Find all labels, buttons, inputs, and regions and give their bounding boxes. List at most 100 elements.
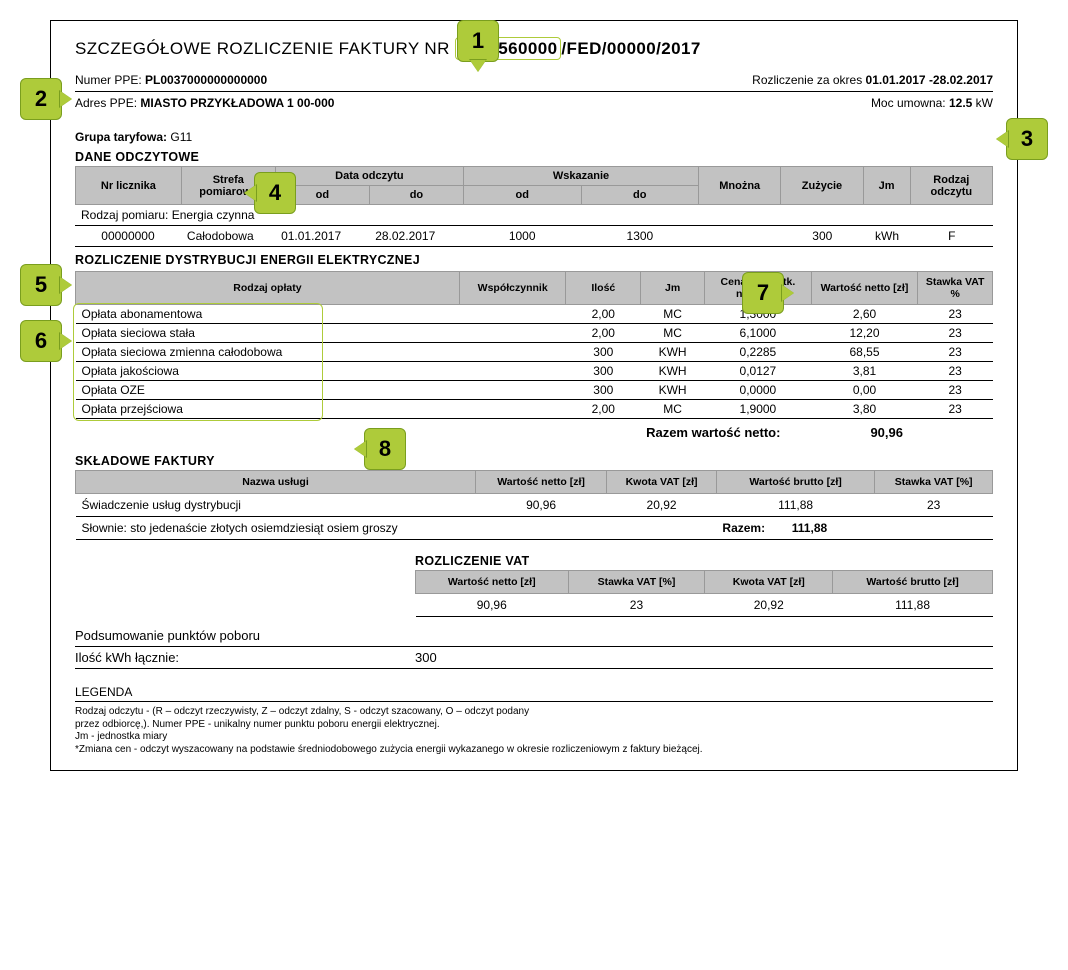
fcell-wart: 3,81 [811, 362, 918, 381]
ppe-value: PL0037000000000000 [145, 73, 267, 87]
skladowe-table: Nazwa usługi Wartość netto [zł] Kwota VA… [75, 470, 993, 540]
fcell-jm: MC [641, 305, 705, 324]
callout-3: 3 [1006, 118, 1048, 160]
title-prefix: SZCZEGÓŁOWE ROZLICZENIE FAKTURY NR [75, 39, 455, 58]
fcell-wart: 3,80 [811, 400, 918, 419]
scell-brutto: 111,88 [716, 494, 874, 517]
fcell-ilosc: 300 [566, 362, 641, 381]
cell-strefa: Całodobowa [181, 226, 275, 247]
skladowe-title: SKŁADOWE FAKTURY [75, 454, 993, 468]
ppe-period-row: Numer PPE: PL0037000000000000 Rozliczeni… [75, 73, 993, 87]
callout-6: 6 [20, 320, 62, 362]
fcell-wsp [459, 305, 566, 324]
callout-4: 4 [254, 172, 296, 214]
vcell-netto: 90,96 [416, 594, 569, 617]
vth-kwota: Kwota VAT [zł] [705, 571, 833, 594]
cell-jm: kWh [863, 226, 910, 247]
th-nr: Nr licznika [76, 167, 182, 205]
fcell-wart: 12,20 [811, 324, 918, 343]
rodzaj-pomiaru-line: Rodzaj pomiaru: Energia czynna [75, 205, 993, 226]
vcell-brutto: 111,88 [833, 594, 993, 617]
fcell-wart: 68,55 [811, 343, 918, 362]
moc-label: Moc umowna: [871, 96, 949, 110]
moc-unit: kW [972, 96, 993, 110]
fees-row: Opłata sieciowa zmienna całodobowa 300KWH… [76, 343, 993, 362]
legenda-l1: Rodzaj odczytu - (R – odczyt rzeczywisty… [75, 706, 993, 719]
vat-table: Wartość netto [zł] Stawka VAT [%] Kwota … [415, 570, 993, 617]
slownie-label: Słownie: [82, 521, 131, 535]
vth-stawka: Stawka VAT [%] [568, 571, 705, 594]
fees-row: Opłata jakościowa300KWH0,01273,8123 [76, 362, 993, 381]
sth-netto: Wartość netto [zł] [476, 471, 607, 494]
th-wsk-od: od [463, 186, 581, 205]
fth-wart: Wartość netto [zł] [811, 272, 918, 305]
fcell-cena: 1,9000 [705, 400, 812, 419]
grupa-label: Grupa taryfowa: [75, 130, 170, 144]
slownie-value: sto jedenaście złotych osiemdziesiąt osi… [130, 521, 397, 535]
vat-title: ROZLICZENIE VAT [415, 554, 993, 568]
podsumowanie-row: Ilość kWh łącznie: 300 [75, 647, 993, 669]
fcell-nazwa: Opłata abonamentowa [76, 305, 460, 324]
fcell-ilosc: 300 [566, 381, 641, 400]
fcell-wart: 0,00 [811, 381, 918, 400]
sum-label: Razem wartość netto: [646, 425, 780, 440]
fcell-jm: KWH [641, 343, 705, 362]
fcell-nazwa: Opłata sieciowa zmienna całodobowa [76, 343, 460, 362]
fcell-ilosc: 2,00 [566, 400, 641, 419]
fth-vat: Stawka VAT % [918, 272, 993, 305]
vth-netto: Wartość netto [zł] [416, 571, 569, 594]
th-rodzaj: Rodzaj odczytu [910, 167, 992, 205]
sth-brutto: Wartość brutto [zł] [716, 471, 874, 494]
scell-stawka: 23 [875, 494, 993, 517]
fees-row: Opłata OZE300KWH0,00000,0023 [76, 381, 993, 400]
razem-row: Razem: 111,88 [716, 517, 874, 540]
scell-netto: 90,96 [476, 494, 607, 517]
fcell-vat: 23 [918, 400, 993, 419]
vcell-stawka: 23 [568, 594, 705, 617]
th-data: Data odczytu [275, 167, 463, 186]
adres-moc-row: Adres PPE: MIASTO PRZYKŁADOWA 1 00-000 M… [75, 96, 993, 110]
razem-value: 111,88 [792, 521, 827, 535]
fcell-wsp [459, 362, 566, 381]
vth-brutto: Wartość brutto [zł] [833, 571, 993, 594]
legenda-l2: przez odbiorcę,). Numer PPE - unikalny n… [75, 719, 993, 732]
cell-rodzaj: F [911, 226, 993, 247]
fcell-ilosc: 300 [566, 343, 641, 362]
fcell-vat: 23 [918, 305, 993, 324]
fth-jm: Jm [641, 272, 705, 305]
fcell-cena: 6,1000 [705, 324, 812, 343]
legenda-l3: Jm - jednostka miary [75, 731, 993, 744]
adresppe-label: Adres PPE: [75, 96, 140, 110]
fees-row: Opłata przejściowa2,00MC1,90003,8023 [76, 400, 993, 419]
fcell-vat: 23 [918, 343, 993, 362]
period-value: 01.01.2017 -28.02.2017 [866, 73, 993, 87]
page: 1 2 3 4 5 6 7 8 SZCZEGÓŁOWE ROZLICZENIE … [20, 20, 1048, 771]
fcell-vat: 23 [918, 362, 993, 381]
callout-1: 1 [457, 20, 499, 62]
invoice-number-suffix: /FED/00000/2017 [561, 39, 700, 58]
pods-value: 300 [415, 650, 437, 665]
fcell-nazwa: Opłata sieciowa stała [76, 324, 460, 343]
razem-label: Razem: [722, 521, 765, 535]
grupa-row: Grupa taryfowa: G11 [75, 130, 993, 144]
cell-wsk-do: 1300 [581, 226, 699, 247]
legenda-body: Rodzaj odczytu - (R – odczyt rzeczywisty… [75, 706, 993, 756]
vcell-kwota: 20,92 [705, 594, 833, 617]
rozliczenie-title: ROZLICZENIE DYSTRYBUCJI ENERGII ELEKTRYC… [75, 253, 993, 267]
cell-data-do: 28.02.2017 [369, 226, 463, 247]
fcell-nazwa: Opłata OZE [76, 381, 460, 400]
fth-wsp: Współczynnik [459, 272, 566, 305]
fcell-wsp [459, 400, 566, 419]
fth-ilosc: Ilość [566, 272, 641, 305]
reading-data-row: 00000000 Całodobowa 01.01.2017 28.02.201… [75, 226, 993, 247]
fcell-jm: MC [641, 324, 705, 343]
th-data-do: do [369, 186, 463, 205]
sum-row: Razem wartość netto: 90,96 [646, 425, 903, 440]
fcell-cena: 0,2285 [705, 343, 812, 362]
th-mnozna: Mnożna [699, 167, 781, 205]
invoice-box: SZCZEGÓŁOWE ROZLICZENIE FAKTURY NR 12345… [50, 20, 1018, 771]
cell-mnozna [699, 226, 781, 247]
slownie-cell: Słownie: sto jedenaście złotych osiemdzi… [76, 517, 717, 540]
fcell-wsp [459, 381, 566, 400]
fcell-vat: 23 [918, 381, 993, 400]
